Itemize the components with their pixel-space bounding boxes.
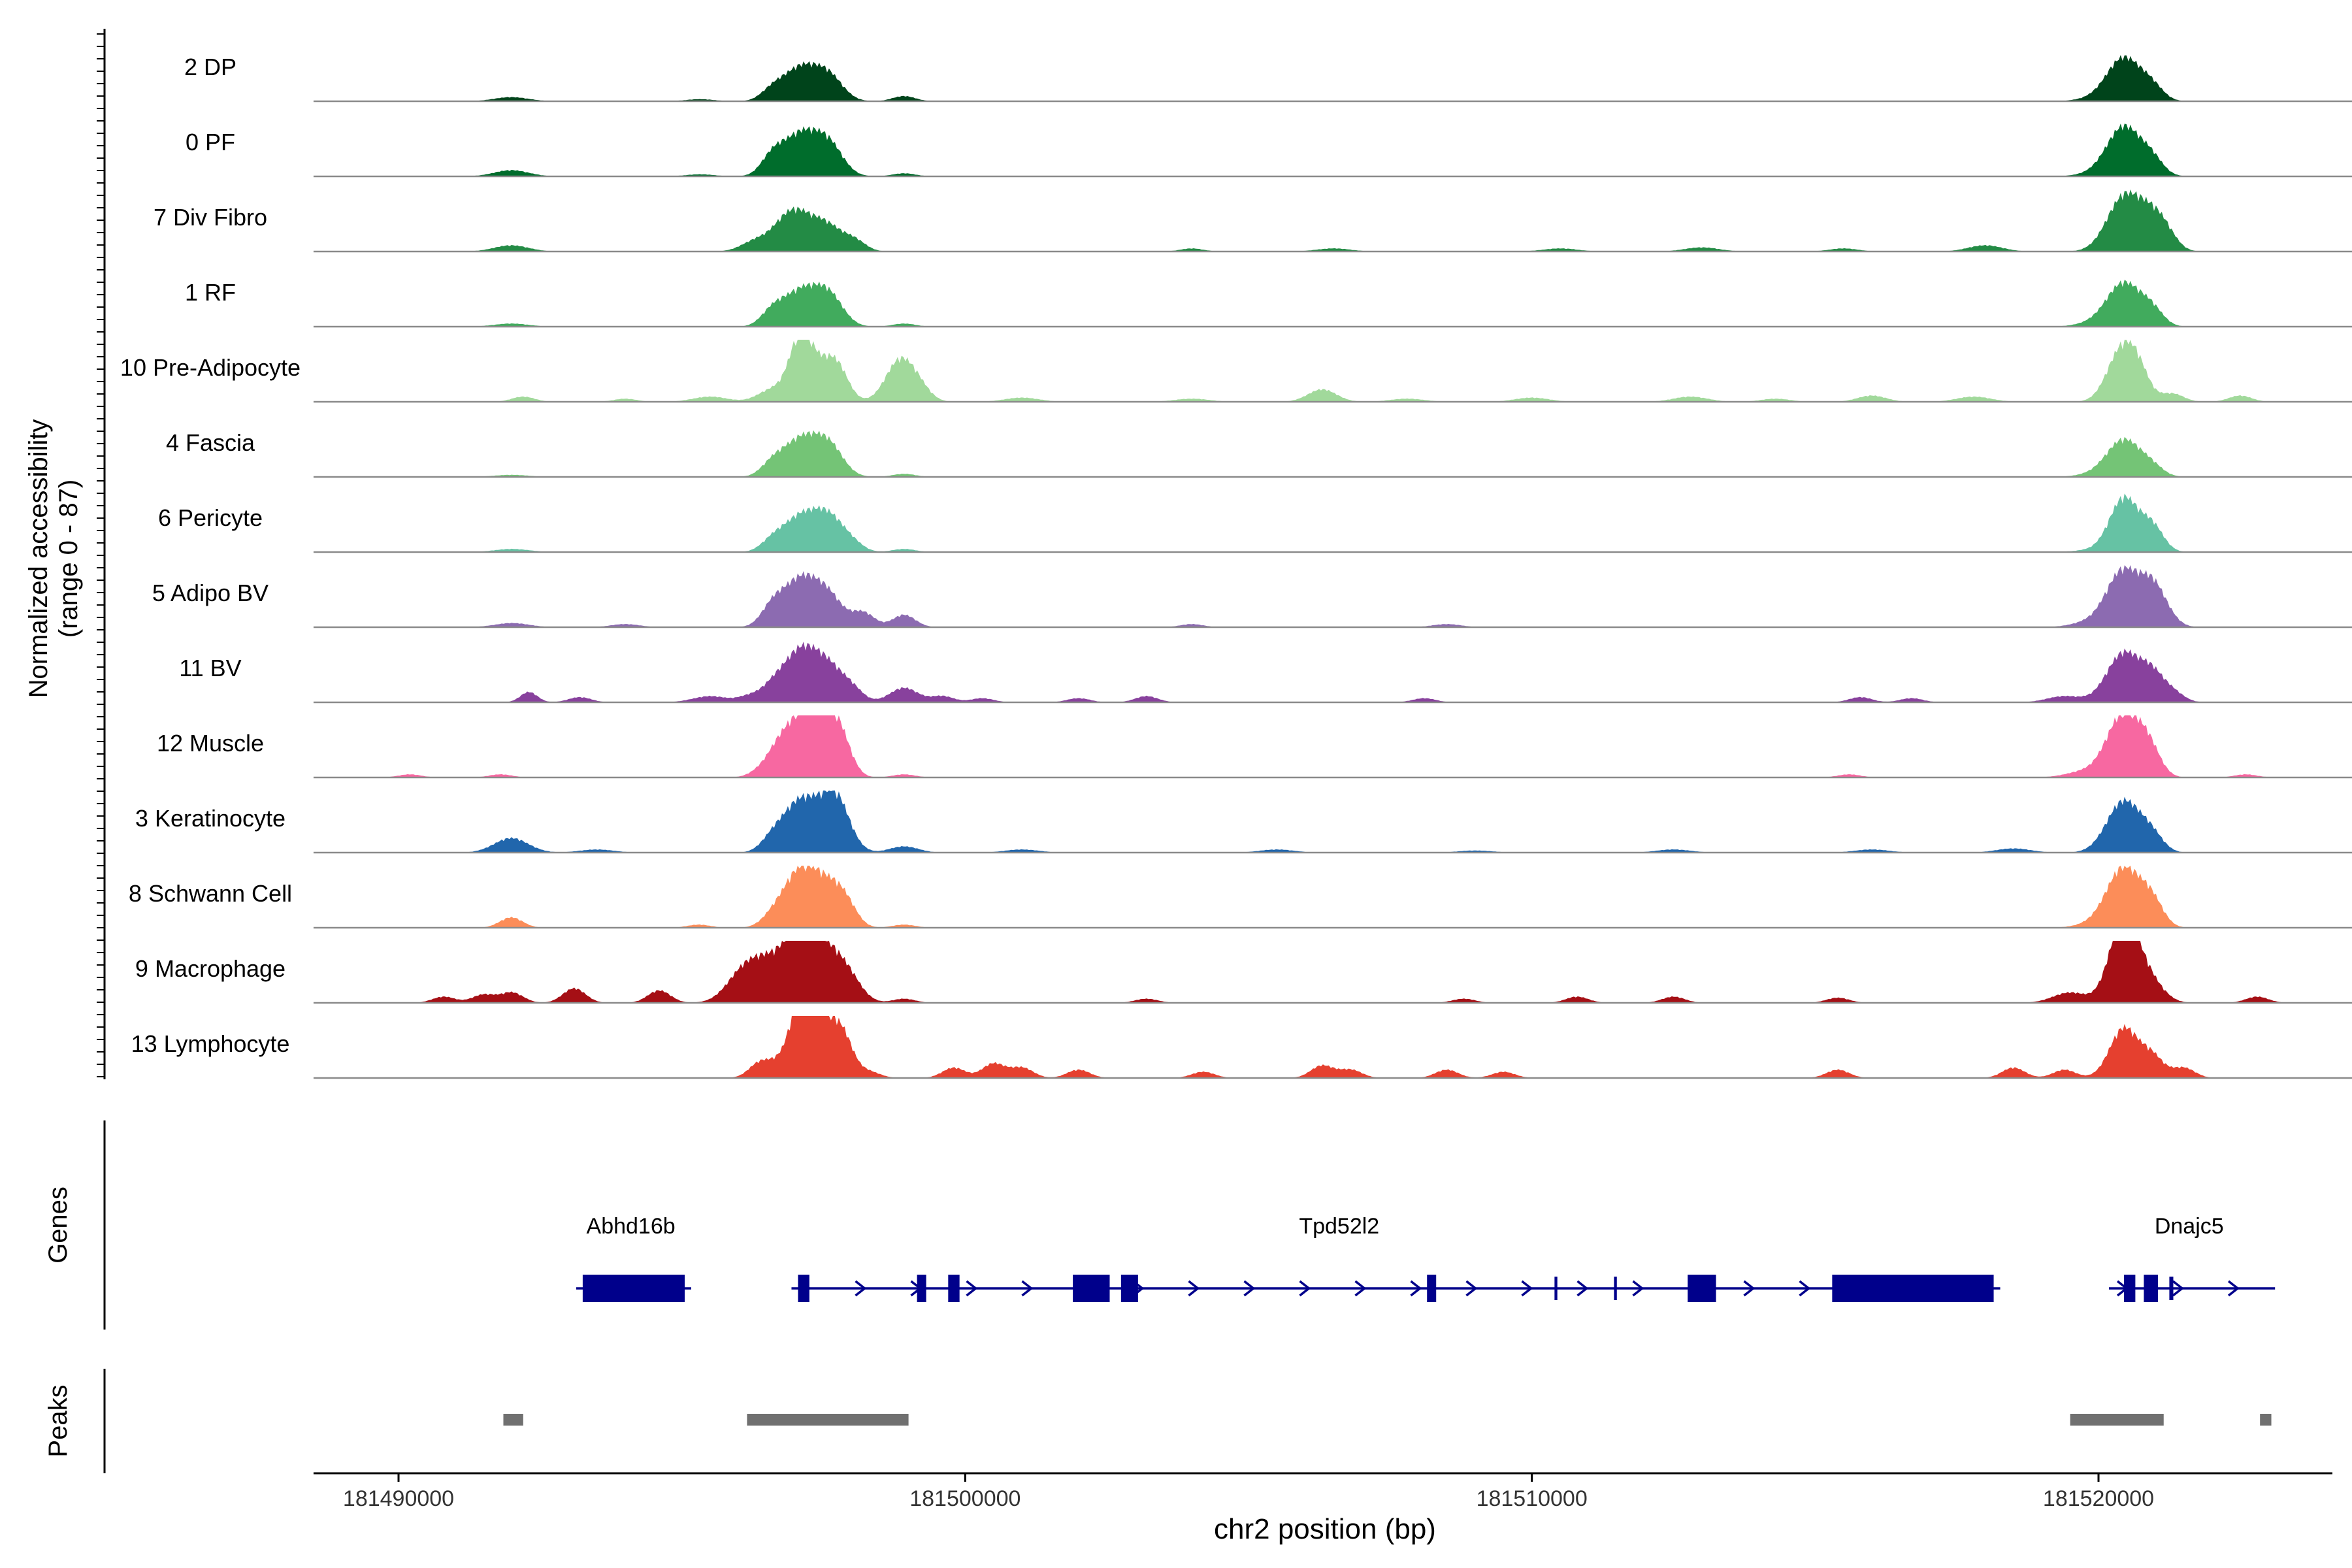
strand-arrow-icon bbox=[1354, 1280, 1367, 1297]
coverage-area bbox=[313, 123, 2352, 176]
track-label: 4 Fascia bbox=[166, 429, 255, 456]
track-label: 12 Muscle bbox=[157, 730, 264, 757]
track-11-bv: 11 BV bbox=[179, 642, 2352, 704]
x-tick-label: 181520000 bbox=[2043, 1486, 2154, 1511]
strand-arrow-icon bbox=[1632, 1280, 1644, 1297]
x-tick-label: 181490000 bbox=[343, 1486, 454, 1511]
track-label: 0 PF bbox=[186, 129, 235, 155]
x-axis-label: chr2 position (bp) bbox=[1214, 1513, 1436, 1545]
track-1-rf: 1 RF bbox=[185, 279, 2352, 328]
coverage-area bbox=[313, 189, 2352, 252]
peak-region bbox=[2070, 1414, 2164, 1426]
track-label: 6 Pericyte bbox=[158, 504, 263, 531]
track-3-keratinocyte: 3 Keratinocyte bbox=[135, 791, 2352, 854]
peaks-panel-label: Peaks bbox=[44, 1384, 73, 1457]
gene-name-label: Tpd52l2 bbox=[1299, 1214, 1379, 1239]
coverage-area bbox=[313, 430, 2352, 477]
track-10-pre-adipocyte: 10 Pre-Adipocyte bbox=[120, 340, 2352, 403]
exon bbox=[2124, 1275, 2136, 1302]
exon bbox=[1688, 1275, 1716, 1302]
track-label: 10 Pre-Adipocyte bbox=[120, 354, 301, 381]
exon bbox=[1554, 1277, 1558, 1300]
strand-arrow-icon bbox=[1188, 1280, 1200, 1297]
coverage-area bbox=[313, 791, 2352, 853]
coverage-area bbox=[313, 493, 2352, 552]
track-8-schwann-cell: 8 Schwann Cell bbox=[129, 866, 2352, 929]
track-13-lymphocyte: 13 Lymphocyte bbox=[131, 1016, 2352, 1079]
track-12-muscle: 12 Muscle bbox=[157, 715, 2352, 779]
track-label: 2 DP bbox=[184, 54, 237, 80]
exon bbox=[948, 1275, 960, 1302]
peak-regions-panel bbox=[103, 1369, 2272, 1473]
track-7-div-fibro: 7 Div Fibro bbox=[154, 189, 2352, 253]
exon bbox=[1427, 1275, 1437, 1302]
exon bbox=[1614, 1277, 1617, 1300]
y-axis-label-line1: Normalized accessibility bbox=[24, 419, 53, 698]
exon bbox=[1073, 1275, 1110, 1302]
track-label: 8 Schwann Cell bbox=[129, 880, 292, 907]
y-axis-label-line2: (range 0 - 87) bbox=[54, 480, 83, 638]
strand-arrow-icon bbox=[1465, 1280, 1478, 1297]
strand-arrow-icon bbox=[1243, 1280, 1256, 1297]
strand-arrow-icon bbox=[855, 1280, 867, 1297]
coverage-tracks: 2 DP 0 PF 7 Div Fibro 1 RF 10 Pre-Adipocyte 4… bbox=[120, 54, 2352, 1079]
track-label: 9 Macrophage bbox=[135, 955, 286, 982]
track-0-pf: 0 PF bbox=[186, 123, 2352, 178]
strand-arrow-icon bbox=[2227, 1280, 2240, 1297]
coverage-area bbox=[313, 866, 2352, 928]
track-label: 7 Div Fibro bbox=[154, 204, 267, 231]
track-label: 3 Keratinocyte bbox=[135, 805, 286, 832]
genes-panel-label: Genes bbox=[44, 1186, 73, 1264]
coverage-area bbox=[313, 642, 2352, 702]
strand-arrow-icon bbox=[1799, 1280, 1811, 1297]
strand-arrow-icon bbox=[1299, 1280, 1311, 1297]
track-5-adipo-bv: 5 Adipo BV bbox=[152, 565, 2352, 629]
exon bbox=[917, 1275, 926, 1302]
coverage-area bbox=[313, 55, 2352, 101]
gene-abhd16b: Abhd16b bbox=[576, 1214, 692, 1302]
x-tick-label: 181510000 bbox=[1477, 1486, 1588, 1511]
strand-arrow-icon bbox=[1521, 1280, 1533, 1297]
gene-name-label: Abhd16b bbox=[587, 1214, 676, 1239]
track-label: 1 RF bbox=[185, 279, 236, 306]
track-label: 11 BV bbox=[179, 655, 241, 681]
exon bbox=[2169, 1277, 2174, 1300]
peak-region bbox=[2260, 1414, 2272, 1426]
strand-arrow-icon bbox=[966, 1280, 978, 1297]
strand-arrow-icon bbox=[1576, 1280, 1589, 1297]
peak-region bbox=[503, 1414, 523, 1426]
track-label: 13 Lymphocyte bbox=[131, 1030, 290, 1057]
strand-arrow-icon bbox=[1743, 1280, 1756, 1297]
track-label: 5 Adipo BV bbox=[152, 580, 269, 606]
strand-arrow-icon bbox=[1410, 1280, 1422, 1297]
exon bbox=[582, 1275, 685, 1302]
gene-tpd52l2: Tpd52l2 bbox=[791, 1214, 2001, 1302]
coverage-area bbox=[313, 1016, 2352, 1078]
strand-arrow-icon bbox=[1021, 1280, 1034, 1297]
coverage-area bbox=[313, 280, 2352, 327]
strand-arrow-icon bbox=[2172, 1280, 2184, 1297]
track-9-macrophage: 9 Macrophage bbox=[135, 941, 2352, 1004]
coverage-area bbox=[313, 941, 2352, 1003]
coverage-area bbox=[313, 715, 2352, 777]
track-6-pericyte: 6 Pericyte bbox=[158, 493, 2352, 553]
gene-name-label: Dnajc5 bbox=[2155, 1214, 2224, 1239]
gene-annotation-panel: Abhd16b Tpd52l2 Dnajc5 bbox=[103, 1120, 2276, 1330]
x-axis: 181490000 181500000 181510000 181520000 bbox=[313, 1472, 2332, 1511]
coverage-area bbox=[313, 340, 2352, 402]
exon bbox=[1120, 1275, 1138, 1302]
coverage-area bbox=[313, 565, 2352, 627]
track-2-dp: 2 DP bbox=[184, 54, 2352, 103]
gene-dnajc5: Dnajc5 bbox=[2109, 1214, 2276, 1302]
exon bbox=[1832, 1275, 1994, 1302]
peak-region bbox=[747, 1414, 909, 1426]
exon bbox=[2144, 1275, 2159, 1302]
x-tick-label: 181500000 bbox=[909, 1486, 1021, 1511]
y-axis bbox=[97, 29, 106, 1079]
track-4-fascia: 4 Fascia bbox=[166, 429, 2352, 478]
exon bbox=[798, 1275, 809, 1302]
